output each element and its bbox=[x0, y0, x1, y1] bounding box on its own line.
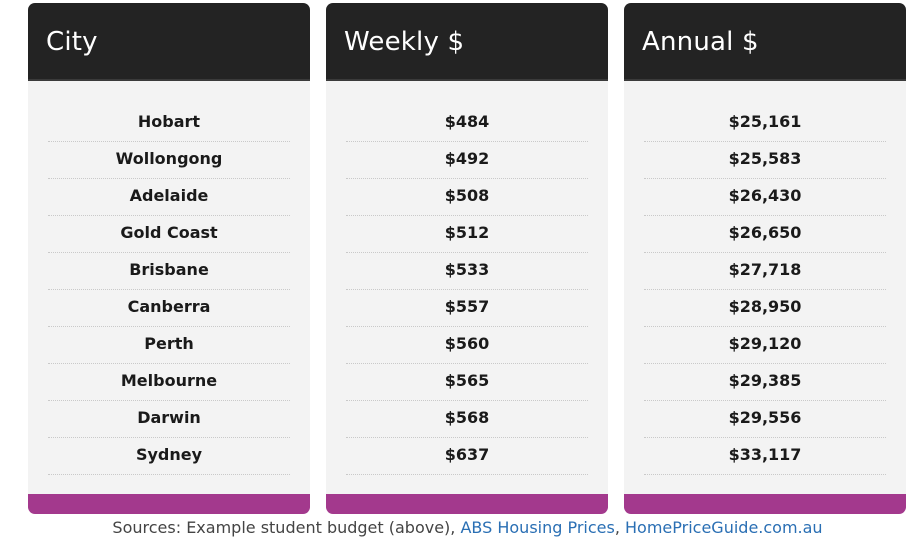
city-column-header: City bbox=[28, 3, 310, 81]
weekly-cell: $512 bbox=[346, 216, 588, 253]
weekly-cell: $484 bbox=[346, 105, 588, 142]
annual-cell: $26,650 bbox=[644, 216, 886, 253]
annual-cell: $26,430 bbox=[644, 179, 886, 216]
weekly-list: $484 $492 $508 $512 $533 $557 $560 $565 … bbox=[346, 105, 588, 475]
annual-cell: $27,718 bbox=[644, 253, 886, 290]
city-column-footer-bar bbox=[28, 494, 310, 514]
annual-cell: $29,556 bbox=[644, 401, 886, 438]
annual-cell: $33,117 bbox=[644, 438, 886, 475]
city-cell: Canberra bbox=[48, 290, 290, 327]
city-cell: Gold Coast bbox=[48, 216, 290, 253]
weekly-column: Weekly $ $484 $492 $508 $512 $533 $557 $… bbox=[326, 3, 608, 514]
sources-separator: , bbox=[614, 518, 626, 537]
weekly-column-header: Weekly $ bbox=[326, 3, 608, 81]
city-list: Hobart Wollongong Adelaide Gold Coast Br… bbox=[48, 105, 290, 475]
annual-cell: $25,161 bbox=[644, 105, 886, 142]
weekly-cell: $557 bbox=[346, 290, 588, 327]
city-cell: Sydney bbox=[48, 438, 290, 475]
weekly-cell: $568 bbox=[346, 401, 588, 438]
weekly-column-footer-bar bbox=[326, 494, 608, 514]
annual-cell: $29,385 bbox=[644, 364, 886, 401]
annual-cell: $28,950 bbox=[644, 290, 886, 327]
annual-cell: $25,583 bbox=[644, 142, 886, 179]
weekly-cell: $565 bbox=[346, 364, 588, 401]
annual-list: $25,161 $25,583 $26,430 $26,650 $27,718 … bbox=[644, 105, 886, 475]
weekly-cell: $492 bbox=[346, 142, 588, 179]
city-cell: Adelaide bbox=[48, 179, 290, 216]
city-column: City Hobart Wollongong Adelaide Gold Coa… bbox=[28, 3, 310, 514]
sources-line: Sources: Example student budget (above),… bbox=[0, 517, 920, 539]
city-cell: Hobart bbox=[48, 105, 290, 142]
weekly-cell: $508 bbox=[346, 179, 588, 216]
city-cell: Perth bbox=[48, 327, 290, 364]
weekly-cell: $637 bbox=[346, 438, 588, 475]
annual-column: Annual $ $25,161 $25,583 $26,430 $26,650… bbox=[624, 3, 906, 514]
homepriceguide-link[interactable]: HomePriceGuide.com.au bbox=[625, 518, 823, 537]
city-cell: Wollongong bbox=[48, 142, 290, 179]
annual-cell: $29,120 bbox=[644, 327, 886, 364]
abs-housing-prices-link[interactable]: ABS Housing Prices bbox=[460, 518, 615, 537]
weekly-cell: $533 bbox=[346, 253, 588, 290]
weekly-cell: $560 bbox=[346, 327, 588, 364]
sources-prefix: Sources: Example student budget (above), bbox=[112, 518, 461, 537]
city-cell: Brisbane bbox=[48, 253, 290, 290]
annual-column-header: Annual $ bbox=[624, 3, 906, 81]
city-cell: Melbourne bbox=[48, 364, 290, 401]
city-cell: Darwin bbox=[48, 401, 290, 438]
annual-column-footer-bar bbox=[624, 494, 906, 514]
